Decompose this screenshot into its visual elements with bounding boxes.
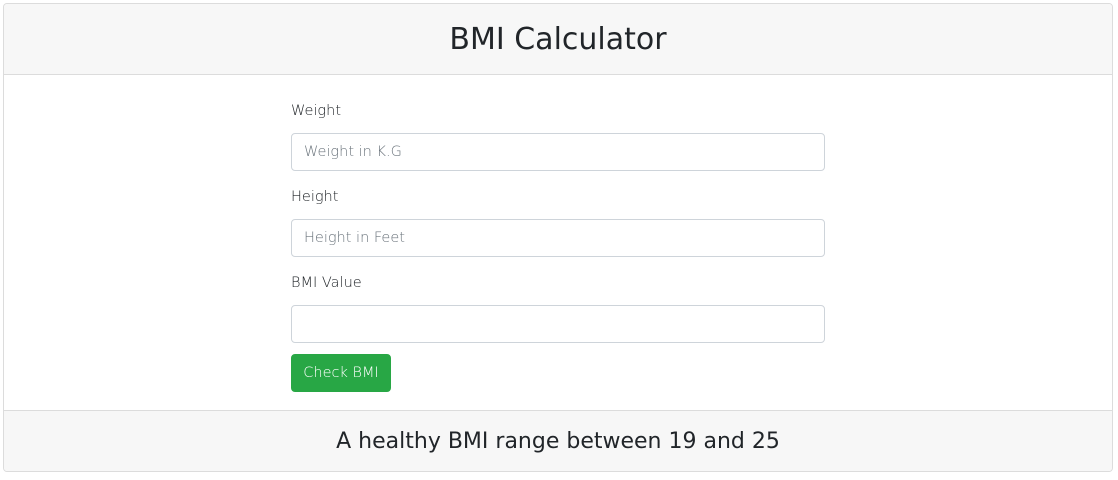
height-group: Height [291,187,825,257]
height-input[interactable] [291,219,825,257]
card-footer: A healthy BMI range between 19 and 25 [4,410,1112,471]
bmi-value-field[interactable] [291,305,825,343]
bmi-value-group: BMI Value [291,273,825,343]
height-label: Height [291,187,825,207]
weight-input[interactable] [291,133,825,171]
healthy-range-note: A healthy BMI range between 19 and 25 [336,429,780,454]
bmi-form: Weight Height BMI Value Check BMI [4,75,1112,412]
bmi-card: BMI Calculator Weight Height BMI Value C… [3,3,1113,472]
page-title: BMI Calculator [449,22,666,57]
check-bmi-button[interactable]: Check BMI [291,354,391,392]
bmi-value-label: BMI Value [291,273,825,293]
weight-label: Weight [291,101,825,121]
weight-group: Weight [291,101,825,171]
card-header: BMI Calculator [4,4,1112,75]
